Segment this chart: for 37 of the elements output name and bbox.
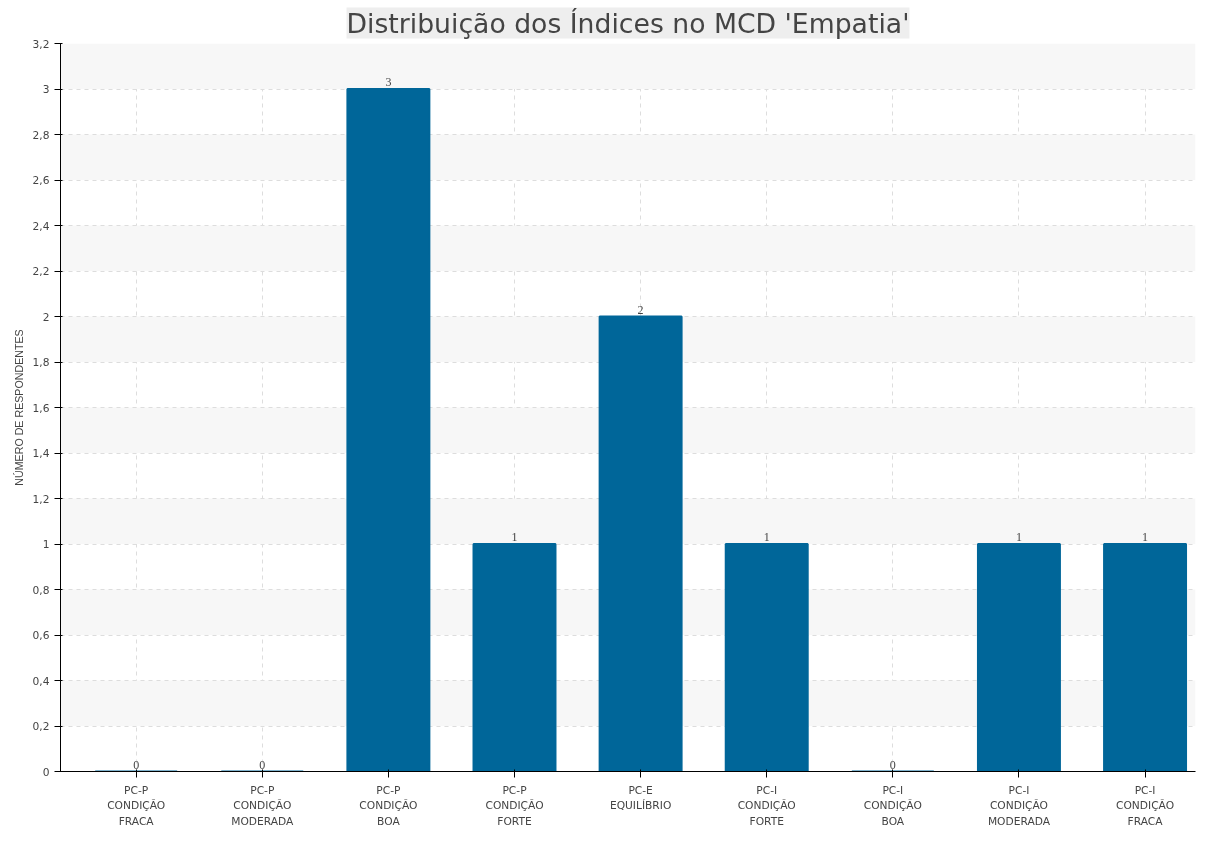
data-label: 1 xyxy=(763,530,770,544)
y-tick-label: 0,4 xyxy=(32,674,50,688)
y-tick-label: 0,8 xyxy=(32,583,50,597)
x-tick-label: PC-I CONDIÇÃO MODERADA xyxy=(987,783,1051,828)
x-tick-label: PC-I CONDIÇÃO FRACA xyxy=(1116,783,1175,828)
data-label: 1 xyxy=(1142,530,1149,544)
y-tick-label: 1,2 xyxy=(32,492,50,506)
x-tick-label: PC-I CONDIÇÃO BOA xyxy=(863,783,922,828)
x-tick-label: PC-P CONDIÇÃO BOA xyxy=(359,783,418,828)
y-tick-label: 2,2 xyxy=(32,265,50,278)
y-axis-title: NÚMERO DE RESPONDENTES xyxy=(12,329,25,486)
x-tick-label: PC-P CONDIÇÃO MODERADA xyxy=(231,783,295,828)
data-label: 1 xyxy=(511,530,518,544)
y-tick-label: 2,4 xyxy=(32,219,50,233)
y-tick-label: 0,2 xyxy=(32,720,50,733)
data-label: 1 xyxy=(1015,530,1022,544)
y-tick-label: 3 xyxy=(42,83,50,96)
x-tick-label: PC-P CONDIÇÃO FRACA xyxy=(107,783,166,828)
data-label: 0 xyxy=(133,757,140,772)
data-label: 2 xyxy=(637,302,644,317)
data-label: 0 xyxy=(259,757,266,772)
data-label: 0 xyxy=(889,757,896,772)
y-tick-label: 2,8 xyxy=(32,128,50,142)
y-tick-label: 0,6 xyxy=(32,629,50,642)
y-tick-label: 2 xyxy=(42,310,50,324)
chart-title: Distribuição dos Índices no MCD 'Empatia' xyxy=(346,7,910,39)
y-tick-label: 1,8 xyxy=(32,356,50,369)
y-tick-label: 1,4 xyxy=(32,447,50,460)
y-tick-label: 1 xyxy=(42,538,50,551)
x-tick-label: PC-E EQUILÍBRIO xyxy=(609,783,672,813)
x-tick-label: PC-I CONDIÇÃO FORTE xyxy=(737,783,796,828)
y-tick-label: 1,6 xyxy=(32,401,50,415)
x-tick-label: PC-P CONDIÇÃO FORTE xyxy=(485,783,544,828)
data-label: 3 xyxy=(385,75,392,89)
y-tick-label: 2,6 xyxy=(32,174,50,187)
y-tick-label: 0 xyxy=(42,765,50,779)
y-tick-label: 3,2 xyxy=(32,37,50,51)
